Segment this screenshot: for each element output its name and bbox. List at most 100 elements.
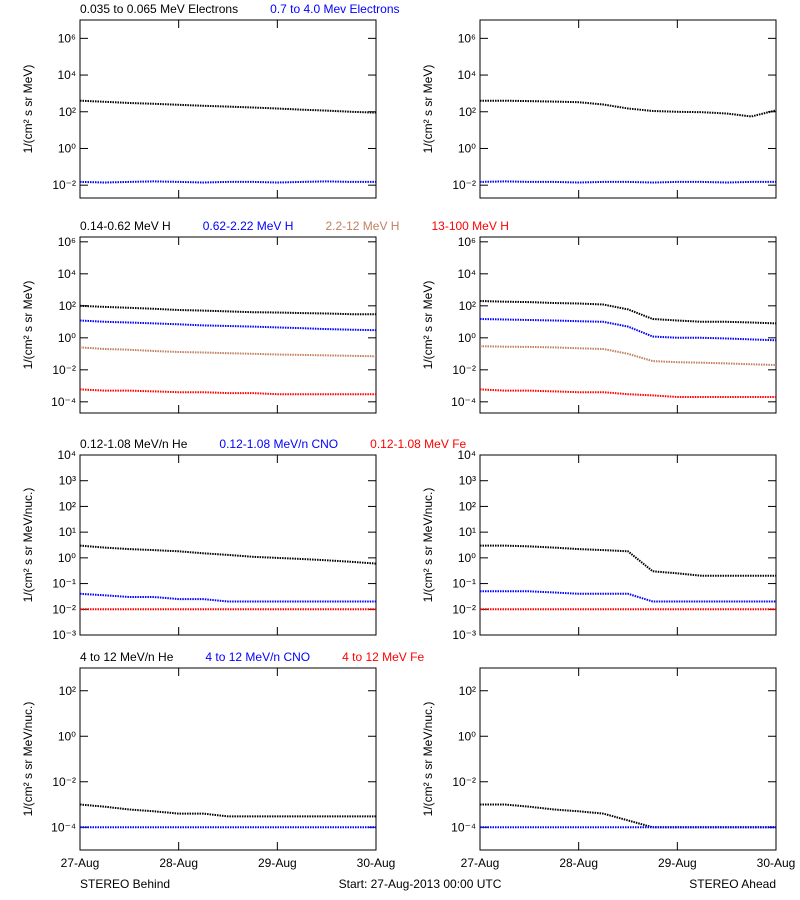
y-tick-label: 10⁻⁴: [451, 820, 476, 834]
y-tick-label: 10³: [59, 474, 76, 488]
y-tick-label: 10⁰: [458, 331, 476, 345]
footer-right: STEREO Ahead: [689, 877, 776, 891]
legend-entry: 0.12-1.08 MeV/n He: [80, 437, 188, 451]
y-tick-label: 10⁰: [58, 729, 76, 743]
plot-frame: [79, 19, 377, 199]
y-axis-label: 1/(cm² s sr MeV): [421, 65, 435, 154]
plot-frame: [79, 454, 377, 636]
y-tick-label: 10²: [459, 684, 476, 698]
legend-entry: 4 to 12 MeV Fe: [342, 650, 424, 664]
y-tick-label: 10⁻⁴: [51, 395, 76, 409]
y-tick-label: 10²: [59, 499, 76, 513]
plot-frame: [79, 667, 377, 851]
series-line: [479, 388, 776, 398]
x-tick-label: 27-Aug: [61, 856, 100, 870]
legend-entry: 13-100 MeV H: [431, 219, 508, 233]
series-line: [480, 590, 776, 603]
y-tick-label: 10²: [59, 105, 76, 119]
legend-entry: 4 to 12 MeV/n CNO: [205, 650, 310, 664]
y-tick-label: 10⁻²: [452, 178, 476, 192]
x-tick-label: 28-Aug: [159, 856, 198, 870]
footer-left: STEREO Behind: [80, 877, 170, 891]
y-tick-label: 10⁻⁴: [451, 395, 476, 409]
y-axis-label: 1/(cm² s sr MeV/nuc.): [21, 488, 35, 603]
x-tick-label: 27-Aug: [461, 856, 500, 870]
y-tick-label: 10⁴: [457, 448, 476, 462]
legend-entry: 0.14-0.62 MeV H: [80, 219, 171, 233]
y-tick-label: 10⁻³: [452, 628, 476, 642]
legend-entry: 2.2-12 MeV H: [325, 219, 399, 233]
x-tick-label: 30-Aug: [357, 856, 396, 870]
y-tick-label: 10⁻¹: [52, 577, 76, 591]
footer-center: Start: 27-Aug-2013 00:00 UTC: [339, 877, 502, 891]
series-line: [79, 388, 376, 396]
y-tick-label: 10²: [459, 499, 476, 513]
y-tick-label: 10⁶: [58, 235, 76, 249]
y-tick-label: 10⁻²: [52, 602, 76, 616]
series-line: [79, 304, 376, 316]
y-tick-label: 10⁴: [457, 68, 476, 82]
legend-entry: 0.035 to 0.065 MeV Electrons: [80, 2, 238, 16]
y-axis-label: 1/(cm² s sr MeV/nuc.): [421, 702, 435, 817]
y-tick-label: 10¹: [59, 525, 76, 539]
legend-entry: 0.12-1.08 MeV Fe: [370, 437, 466, 451]
series-line: [480, 99, 777, 118]
y-tick-label: 10⁻⁴: [51, 820, 76, 834]
series-line: [79, 803, 376, 818]
series-line: [79, 346, 377, 358]
y-axis-label: 1/(cm² s sr MeV): [21, 281, 35, 370]
y-tick-label: 10⁶: [58, 31, 76, 45]
plot-frame: [479, 19, 777, 199]
y-tick-label: 10⁰: [58, 331, 76, 345]
y-tick-label: 10⁴: [57, 68, 76, 82]
x-tick-label: 30-Aug: [757, 856, 796, 870]
series-line: [479, 180, 776, 184]
y-tick-label: 10⁻²: [452, 363, 476, 377]
y-tick-label: 10⁶: [458, 31, 476, 45]
series-line: [479, 300, 777, 325]
y-tick-label: 10⁰: [58, 141, 76, 155]
y-tick-label: 10²: [459, 299, 476, 313]
y-axis-label: 1/(cm² s sr MeV/nuc.): [21, 702, 35, 817]
y-tick-label: 10⁴: [57, 448, 76, 462]
legend-entry: 4 to 12 MeV/n He: [80, 650, 174, 664]
series-line: [479, 345, 777, 366]
y-tick-label: 10⁰: [458, 729, 476, 743]
plot-frame: [79, 236, 377, 414]
series-line: [480, 544, 776, 577]
y-tick-label: 10⁴: [57, 267, 76, 281]
y-axis-label: 1/(cm² s sr MeV): [421, 281, 435, 370]
y-tick-label: 10⁴: [457, 267, 476, 281]
legend-entry: 0.62-2.22 MeV H: [203, 219, 294, 233]
y-tick-label: 10²: [59, 684, 76, 698]
plot-frame: [479, 667, 777, 851]
legend-entry: 0.12-1.08 MeV/n CNO: [219, 437, 338, 451]
series-line: [79, 180, 376, 184]
series-line: [479, 318, 777, 342]
y-tick-label: 10⁶: [458, 235, 476, 249]
series-line: [79, 99, 377, 114]
y-axis-label: 1/(cm² s sr MeV): [21, 65, 35, 154]
y-tick-label: 10⁻²: [52, 775, 76, 789]
y-tick-label: 10⁻³: [52, 628, 76, 642]
series-line: [79, 544, 377, 565]
y-tick-label: 10²: [59, 299, 76, 313]
y-tick-label: 10⁰: [58, 551, 76, 565]
y-tick-label: 10¹: [459, 525, 476, 539]
x-tick-label: 29-Aug: [658, 856, 697, 870]
y-tick-label: 10³: [459, 474, 476, 488]
plot-frame: [479, 454, 777, 636]
y-tick-label: 10²: [459, 105, 476, 119]
y-tick-label: 10⁻²: [52, 363, 76, 377]
series-line: [480, 803, 776, 829]
y-tick-label: 10⁻²: [52, 178, 76, 192]
legend-entry: 0.7 to 4.0 Mev Electrons: [270, 2, 399, 16]
y-tick-label: 10⁰: [458, 141, 476, 155]
series-line: [79, 319, 377, 332]
x-tick-label: 29-Aug: [258, 856, 297, 870]
series-line: [79, 592, 376, 603]
y-tick-label: 10⁰: [458, 551, 476, 565]
y-tick-label: 10⁻²: [452, 775, 476, 789]
plot-frame: [479, 236, 777, 414]
